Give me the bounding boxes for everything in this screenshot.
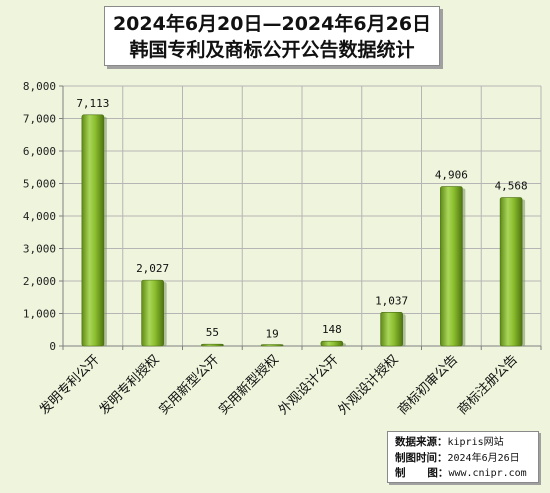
bar	[499, 197, 523, 347]
source-label: 数据来源：	[395, 436, 448, 448]
grid-lines	[62, 85, 542, 347]
maker-label: 制 图：	[395, 467, 449, 479]
y-tick-label: 8,000	[23, 80, 56, 93]
bar	[320, 340, 344, 347]
bar	[141, 279, 164, 347]
y-tick-label: 7,000	[23, 113, 56, 126]
bar	[260, 344, 284, 347]
x-tick-label: 发明专利授权	[96, 352, 162, 418]
bar	[81, 114, 105, 347]
bar	[380, 311, 403, 347]
x-tick-label: 发明专利公开	[36, 352, 102, 418]
x-tick-labels: 发明专利公开发明专利授权实用新型公开实用新型授权外观设计公开外观设计授权商标初审…	[36, 352, 521, 418]
time-label: 制图时间：	[395, 451, 448, 464]
x-tick-label: 实用新型授权	[215, 352, 281, 418]
maker-value: www.cnipr.com	[448, 468, 527, 479]
x-tick-label: 外观设计公开	[276, 352, 342, 418]
y-tick-label: 4,000	[23, 210, 56, 223]
data-label: 4,568	[495, 180, 528, 193]
y-tick-label: 1,000	[23, 308, 56, 321]
y-tick-label: 2,000	[23, 275, 56, 288]
chart-title-line2: 韩国专利及商标公开公告数据统计	[129, 39, 415, 61]
x-tick-label: 商标注册公告	[455, 352, 521, 418]
data-label: 7,113	[76, 97, 109, 110]
data-label: 1,037	[375, 294, 408, 307]
time-value: 2024年6月26日	[447, 452, 520, 464]
x-tick-label: 实用新型公开	[156, 352, 222, 418]
source-line: 数据来源：kipris网站	[395, 435, 533, 451]
maker-line: 制 图：www.cnipr.com	[395, 466, 533, 482]
bar	[201, 343, 224, 347]
x-tick-label: 外观设计授权	[335, 352, 401, 418]
source-value: kipris网站	[447, 437, 504, 448]
bar	[440, 186, 463, 347]
data-label: 2,027	[136, 262, 169, 275]
y-tick-label: 5,000	[23, 178, 56, 191]
y-tick-labels: 0 1,000 2,000 3,000 4,000 5,000 6,000 7,000 8,00…	[23, 80, 56, 353]
data-label: 19	[266, 327, 279, 340]
source-info-box: 数据来源：kipris网站 制图时间：2024年6月26日 制 图：www.cn…	[387, 431, 539, 483]
y-tick-label: 6,000	[23, 145, 56, 158]
bars	[81, 114, 526, 347]
data-label: 148	[322, 323, 342, 336]
y-tick-label: 0	[49, 340, 56, 353]
x-tick-label: 商标初审公告	[395, 352, 461, 418]
data-label: 55	[206, 326, 219, 339]
chart-title-box: 2024年6月20日—2024年6月26日 韩国专利及商标公开公告数据统计	[104, 6, 440, 66]
data-label: 4,906	[435, 169, 468, 182]
data-labels: 7,113 2,027 55 19 148 1,037 4,906 4,568	[76, 97, 527, 341]
y-tick-label: 3,000	[23, 243, 56, 256]
chart-title-line1: 2024年6月20日—2024年6月26日	[112, 13, 432, 35]
time-line: 制图时间：2024年6月26日	[395, 451, 533, 467]
